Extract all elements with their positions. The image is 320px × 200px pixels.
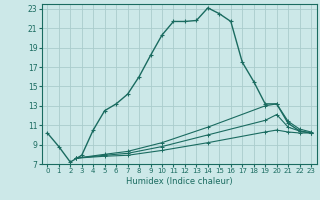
X-axis label: Humidex (Indice chaleur): Humidex (Indice chaleur)	[126, 177, 233, 186]
